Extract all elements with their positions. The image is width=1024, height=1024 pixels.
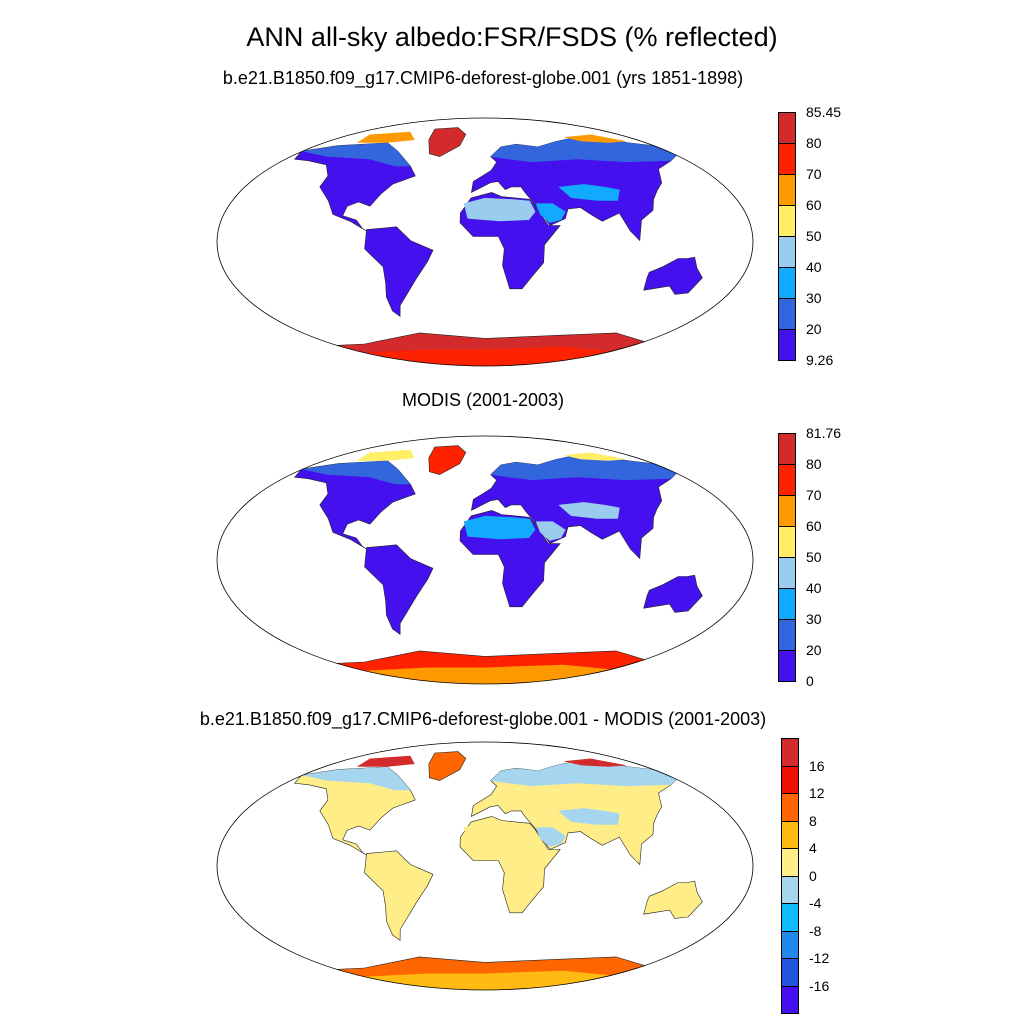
- panel-2-subtitle: MODIS (2001-2003): [401, 390, 565, 410]
- colorbar-swatch: [778, 143, 796, 175]
- boreal-band: [490, 453, 681, 481]
- colorbar-swatch: [781, 985, 799, 1014]
- greenland-landmass: [428, 127, 467, 157]
- boreal-band: [301, 460, 411, 485]
- colorbar-swatch: [778, 329, 796, 361]
- colorbar-tick-label: 0: [809, 867, 817, 884]
- colorbar-swatch: [778, 588, 796, 620]
- colorbar-swatch: [781, 875, 799, 904]
- colorbar-tick-label: 16: [809, 757, 825, 774]
- colorbar-tick-label: 50: [806, 228, 822, 244]
- arctic-coast: [563, 758, 628, 767]
- colorbar-tick-label: 0: [806, 673, 814, 689]
- central-asia-region: [558, 808, 620, 825]
- australia-landmass: [643, 574, 703, 613]
- sahara-region: [463, 197, 536, 222]
- colorbar-swatch: [778, 174, 796, 206]
- colorbar-swatch: [781, 820, 799, 849]
- colorbar-tick-label: 40: [806, 580, 822, 596]
- colorbar-swatch: [778, 464, 796, 496]
- colorbar-tick-label: 60: [806, 197, 822, 213]
- arabia-region: [535, 521, 566, 541]
- colorbar-tick-label: 81.76: [806, 425, 842, 441]
- colorbar-tick-label: 80: [806, 456, 822, 472]
- colorbar-swatch: [781, 793, 799, 822]
- colorbar-swatch: [778, 112, 796, 144]
- colorbar-swatch: [781, 903, 799, 932]
- difference-albedo-map: [216, 741, 754, 991]
- arctic-coast: [563, 134, 628, 143]
- boreal-band: [490, 135, 681, 163]
- colorbar-tick-label: 30: [806, 611, 822, 627]
- arctic-coast: [563, 452, 628, 461]
- colorbar-swatch: [778, 433, 796, 465]
- colorbar-swatch: [778, 650, 796, 682]
- colorbar-tick-label: 20: [806, 642, 822, 658]
- north-america-landmass: [294, 460, 416, 550]
- colorbar-swatch: [778, 557, 796, 589]
- arctic-islands: [356, 755, 415, 767]
- colorbar-swatch: [781, 930, 799, 959]
- colorbar-swatch: [778, 236, 796, 268]
- arabia-region: [535, 203, 566, 223]
- south-america-landmass: [364, 544, 434, 635]
- colorbar-tick-label: 50: [806, 549, 822, 565]
- colorbar-tick-label: -16: [809, 977, 830, 994]
- colorbar-tick-label: 30: [806, 290, 822, 306]
- panel-3-subtitle: b.e21.B1850.f09_g17.CMIP6-deforest-globe…: [199, 709, 767, 729]
- colorbar-tick-label: -4: [809, 895, 822, 911]
- panel-1-subtitle: b.e21.B1850.f09_g17.CMIP6-deforest-globe…: [222, 68, 744, 88]
- boreal-band: [490, 759, 681, 787]
- south-america-landmass: [364, 226, 434, 317]
- colorbar-tick-label: 8: [809, 812, 817, 829]
- colorbar-tick-label: 85.45: [806, 104, 842, 120]
- colorbar-swatch: [781, 848, 799, 877]
- sahara-region: [463, 515, 536, 540]
- colorbar-tick-label: 20: [806, 321, 822, 337]
- arctic-islands: [356, 131, 415, 143]
- colorbar-tick-label: 60: [806, 518, 822, 534]
- boreal-band: [301, 142, 411, 167]
- colorbar-tick-label: 40: [806, 259, 822, 275]
- colorbar-tick-label: 80: [806, 135, 822, 151]
- colorbar-swatch: [781, 765, 799, 794]
- figure-title: ANN all-sky albedo:FSR/FSDS (% reflected…: [246, 22, 778, 52]
- colorbar-tick-label: 12: [809, 785, 825, 801]
- arabia-region: [535, 827, 566, 847]
- colorbar-tick-label: 70: [806, 487, 822, 503]
- australia-landmass: [643, 880, 703, 919]
- colorbar-tick-label: 70: [806, 166, 822, 182]
- greenland-landmass: [428, 445, 467, 475]
- central-asia-region: [558, 502, 620, 519]
- colorbar-swatch: [778, 495, 796, 527]
- colorbar-swatch: [781, 738, 799, 767]
- colorbar-swatch: [778, 267, 796, 299]
- colorbar-tick-label: 9.26: [806, 352, 834, 368]
- model-albedo-map: [216, 117, 754, 367]
- colorbar-swatch: [778, 205, 796, 237]
- arctic-islands: [356, 449, 415, 461]
- australia-landmass: [643, 256, 703, 295]
- colorbar-swatch: [781, 958, 799, 987]
- modis-albedo-map: [216, 435, 754, 685]
- colorbar-tick-label: -12: [809, 950, 830, 966]
- south-america-landmass: [364, 850, 434, 941]
- central-asia-region: [558, 184, 620, 201]
- greenland-landmass: [428, 751, 467, 781]
- map-border: [216, 117, 754, 367]
- colorbar-swatch: [778, 298, 796, 330]
- map-border: [216, 741, 754, 991]
- boreal-band: [301, 766, 411, 791]
- colorbar-swatch: [778, 526, 796, 558]
- sahara-region: [463, 821, 536, 846]
- map-border: [216, 435, 754, 685]
- colorbar-tick-label: -8: [809, 922, 822, 939]
- colorbar-swatch: [778, 619, 796, 651]
- colorbar-tick-label: 4: [809, 840, 817, 856]
